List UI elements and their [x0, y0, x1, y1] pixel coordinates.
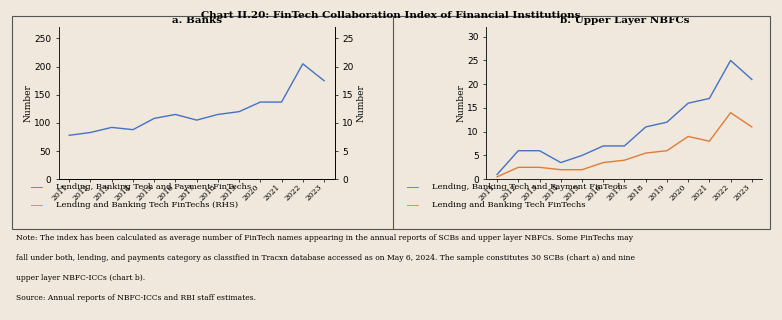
Text: ——: ——: [407, 200, 418, 210]
Text: ——: ——: [31, 200, 43, 210]
Text: Lending and Banking Tech FinTechs (RHS): Lending and Banking Tech FinTechs (RHS): [56, 201, 239, 209]
Text: Lending and Banking Tech FinTechs: Lending and Banking Tech FinTechs: [432, 201, 585, 209]
Y-axis label: Number: Number: [357, 84, 365, 122]
Y-axis label: Number: Number: [23, 84, 32, 122]
Text: ——: ——: [407, 182, 418, 192]
Text: Chart II.20: FinTech Collaboration Index of Financial Institutions: Chart II.20: FinTech Collaboration Index…: [201, 11, 581, 20]
Text: upper layer NBFC-ICCs (chart b).: upper layer NBFC-ICCs (chart b).: [16, 274, 145, 282]
Text: Lending, Banking Tech and Payment FinTechs: Lending, Banking Tech and Payment FinTec…: [432, 183, 627, 191]
Text: Note: The index has been calculated as average number of FinTech names appearing: Note: The index has been calculated as a…: [16, 234, 633, 242]
Title: b. Upper Layer NBFCs: b. Upper Layer NBFCs: [560, 16, 689, 25]
Text: Lending, Banking Tech and Payment FinTechs: Lending, Banking Tech and Payment FinTec…: [56, 183, 252, 191]
Text: fall under both, lending, and payments category as classified in Tracxn database: fall under both, lending, and payments c…: [16, 254, 635, 262]
Y-axis label: Number: Number: [457, 84, 466, 122]
Text: ——: ——: [31, 182, 43, 192]
Title: a. Banks: a. Banks: [172, 16, 221, 25]
Text: Source: Annual reports of NBFC-ICCs and RBI staff estimates.: Source: Annual reports of NBFC-ICCs and …: [16, 294, 256, 302]
